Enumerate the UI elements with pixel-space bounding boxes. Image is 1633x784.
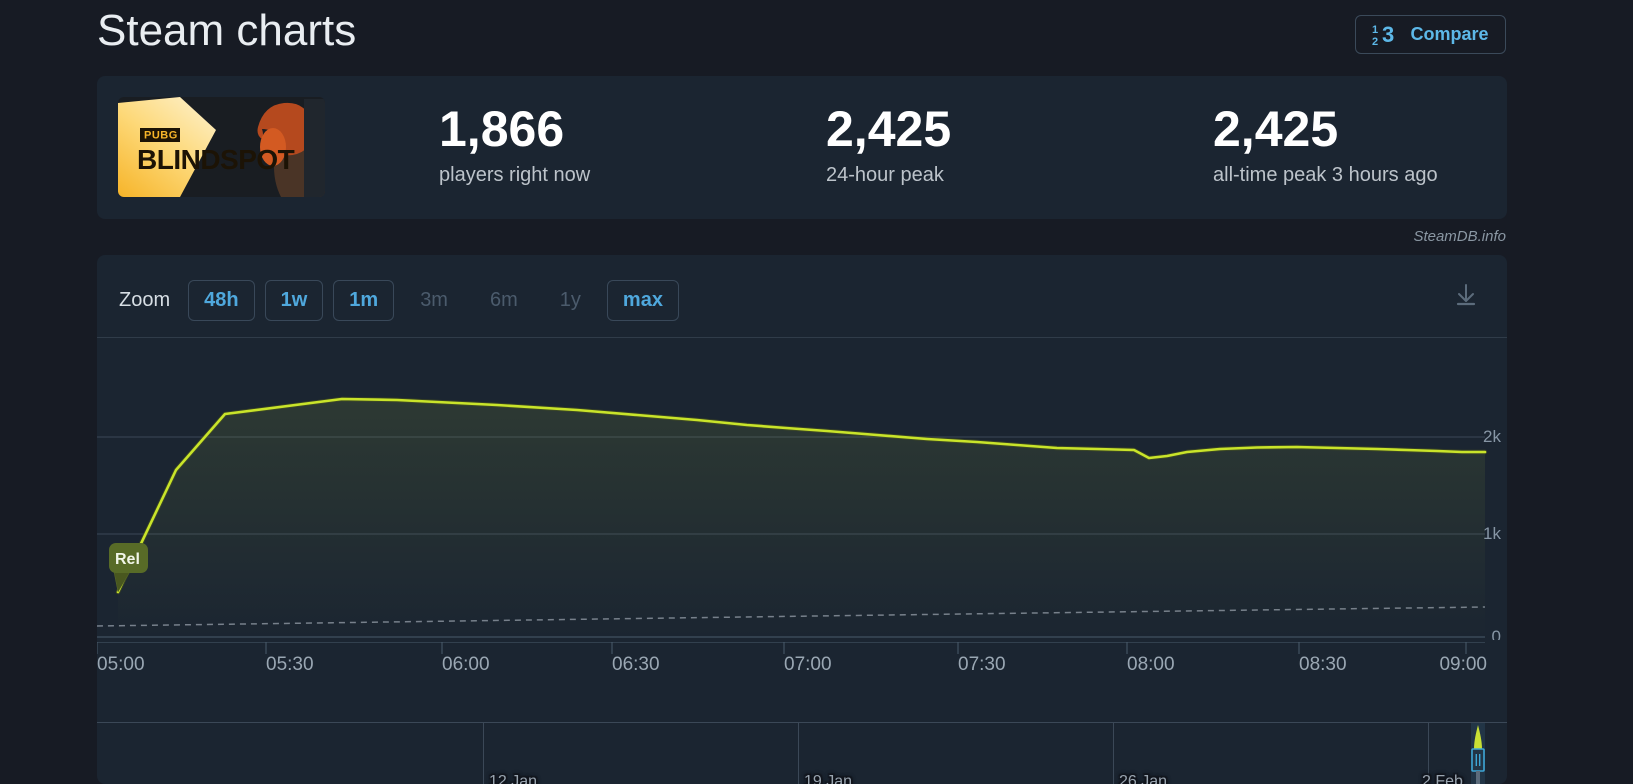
svg-text:Rel: Rel bbox=[115, 551, 140, 568]
svg-text:PUBG: PUBG bbox=[144, 130, 178, 142]
svg-text:1: 1 bbox=[1372, 24, 1378, 36]
svg-text:3: 3 bbox=[1382, 22, 1394, 47]
svg-text:0: 0 bbox=[1492, 627, 1501, 640]
svg-text:1k: 1k bbox=[1483, 524, 1501, 543]
svg-text:2k: 2k bbox=[1483, 427, 1501, 446]
svg-text:2: 2 bbox=[1372, 36, 1378, 48]
svg-text:BLINDSPOT: BLINDSPOT bbox=[137, 144, 295, 175]
